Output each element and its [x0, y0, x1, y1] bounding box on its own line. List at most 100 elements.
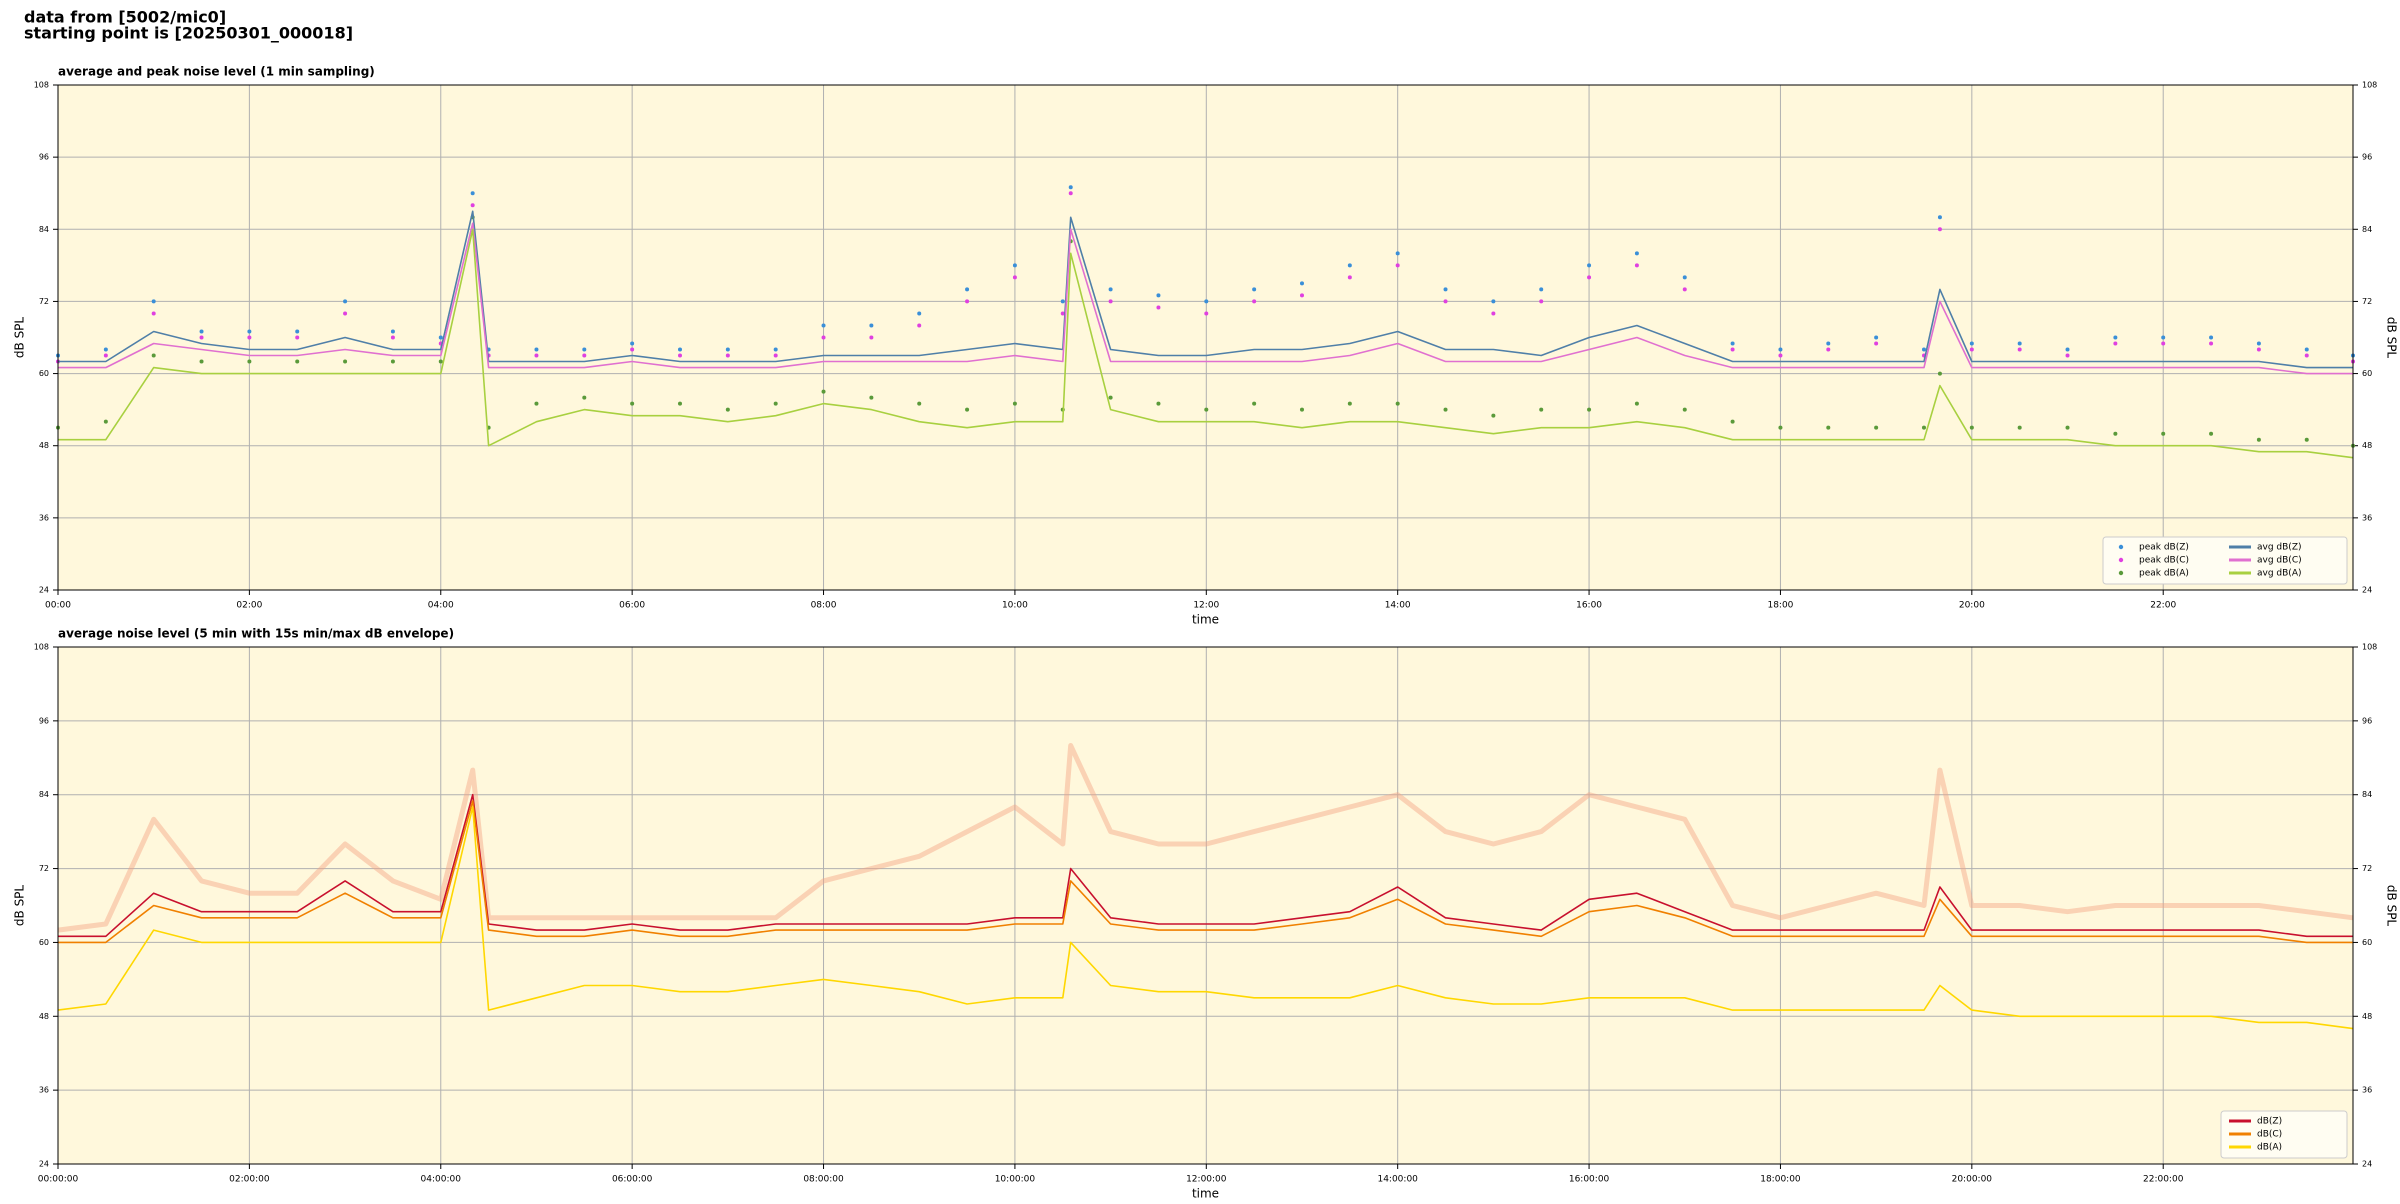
peak-dot — [1826, 425, 1831, 430]
peak-dot — [1068, 185, 1073, 190]
y-tick-label: 84 — [2362, 225, 2372, 234]
peak-dot — [1730, 347, 1735, 352]
peak-dot — [2209, 341, 2214, 346]
peak-dot — [1012, 401, 1017, 406]
peak-dot — [2161, 335, 2166, 340]
peak-dot — [1204, 299, 1209, 304]
peak-dot — [773, 401, 778, 406]
peak-dot — [247, 359, 252, 364]
peak-dot — [1937, 371, 1942, 376]
peak-dot — [2113, 335, 2118, 340]
peak-dot — [1068, 191, 1073, 196]
peak-dot — [199, 359, 204, 364]
y-tick-label: 36 — [2362, 1086, 2372, 1095]
peak-dot — [917, 401, 922, 406]
peak-dot — [1491, 311, 1496, 316]
x-tick-label: 00:00:00 — [38, 1175, 79, 1185]
legend-label: dB(Z) — [2257, 1117, 2282, 1127]
peak-dot — [534, 401, 539, 406]
peak-dot — [390, 335, 395, 340]
x-axis-label: time — [1192, 613, 1219, 627]
peak-dot — [1299, 407, 1304, 412]
legend-label: avg dB(C) — [2257, 556, 2302, 566]
line — [58, 210, 2353, 369]
legend-label: avg dB(A) — [2257, 569, 2301, 579]
y-tick-label: 36 — [39, 1086, 49, 1095]
envelope — [57, 743, 2354, 933]
legend-label: peak dB(A) — [2139, 569, 2189, 579]
peak-dot — [2065, 425, 2070, 430]
peak-dot — [1443, 407, 1448, 412]
peak-dot — [677, 347, 682, 352]
peak-dot — [1937, 215, 1942, 220]
plot-frame — [57, 646, 2354, 1165]
y-tick-label: 24 — [39, 1160, 49, 1169]
x-tick-label: 08:00:00 — [803, 1175, 844, 1185]
peak-dot — [1252, 401, 1257, 406]
peak-dot — [725, 353, 730, 358]
peak-dot — [1682, 287, 1687, 292]
peak-dot — [773, 353, 778, 358]
peak-dot — [630, 347, 635, 352]
peak-dot — [295, 359, 300, 364]
peak-dot — [869, 335, 874, 340]
y-tick-label: 84 — [39, 790, 49, 799]
peak-dot — [1156, 305, 1161, 310]
peak-dot — [1587, 275, 1592, 280]
line — [58, 228, 2354, 459]
peak-dot — [2209, 431, 2214, 436]
legend-label: avg dB(Z) — [2257, 543, 2302, 553]
x-axis-label: time — [1192, 1187, 1219, 1201]
peak-dot — [151, 299, 156, 304]
x-tick-label: 20:00 — [1959, 601, 1985, 611]
peak-dot — [1060, 311, 1065, 316]
peak-dot — [1108, 287, 1113, 292]
y-axis-label: dB SPL — [2385, 317, 2399, 359]
peak-dot — [343, 311, 348, 316]
x-tick-label: 02:00:00 — [229, 1175, 270, 1185]
peak-dot — [1826, 341, 1831, 346]
peak-dot — [1156, 401, 1161, 406]
peak-dot — [199, 335, 204, 340]
peak-dot — [2304, 347, 2309, 352]
peak-dot — [1347, 401, 1352, 406]
peak-dot — [1937, 227, 1942, 232]
y-tick-label: 84 — [2362, 790, 2372, 799]
peak-dot — [1874, 335, 1879, 340]
peak-dot — [2209, 335, 2214, 340]
peak-dot — [1874, 425, 1879, 430]
peak-dot — [582, 353, 587, 358]
peak-dot — [1012, 275, 1017, 280]
legend-marker — [2118, 570, 2124, 576]
y-tick-label: 96 — [39, 153, 49, 162]
peak-dot — [390, 359, 395, 364]
line — [58, 800, 2353, 944]
peak-dot — [1443, 287, 1448, 292]
peak-dot — [438, 335, 443, 340]
peak-dot — [2017, 425, 2022, 430]
peak-dot — [2256, 341, 2261, 346]
peak-dot — [821, 335, 826, 340]
y-tick-label: 24 — [2362, 586, 2372, 595]
y-tick-label: 72 — [39, 297, 49, 306]
y-tick-label: 60 — [2362, 938, 2372, 947]
peak-dot — [1204, 407, 1209, 412]
peak-dot — [773, 347, 778, 352]
y-tick-label: 48 — [39, 441, 49, 450]
peak-dot — [630, 341, 635, 346]
x-tick-label: 08:00 — [811, 601, 837, 611]
peak-dot — [1299, 281, 1304, 286]
peak-dot — [725, 347, 730, 352]
peak-dot — [1730, 341, 1735, 346]
x-tick-label: 22:00 — [2150, 601, 2176, 611]
peak-dot — [725, 407, 730, 412]
legend-label: peak dB(C) — [2139, 556, 2189, 566]
peak-dot — [821, 323, 826, 328]
peak-dot — [869, 323, 874, 328]
y-tick-label: 48 — [2362, 1012, 2372, 1021]
peak-dot — [1443, 299, 1448, 304]
peak-dot — [2256, 347, 2261, 352]
legend-label: dB(A) — [2257, 1143, 2282, 1153]
x-tick-label: 18:00:00 — [1760, 1175, 1801, 1185]
plot-frame — [57, 84, 2354, 591]
